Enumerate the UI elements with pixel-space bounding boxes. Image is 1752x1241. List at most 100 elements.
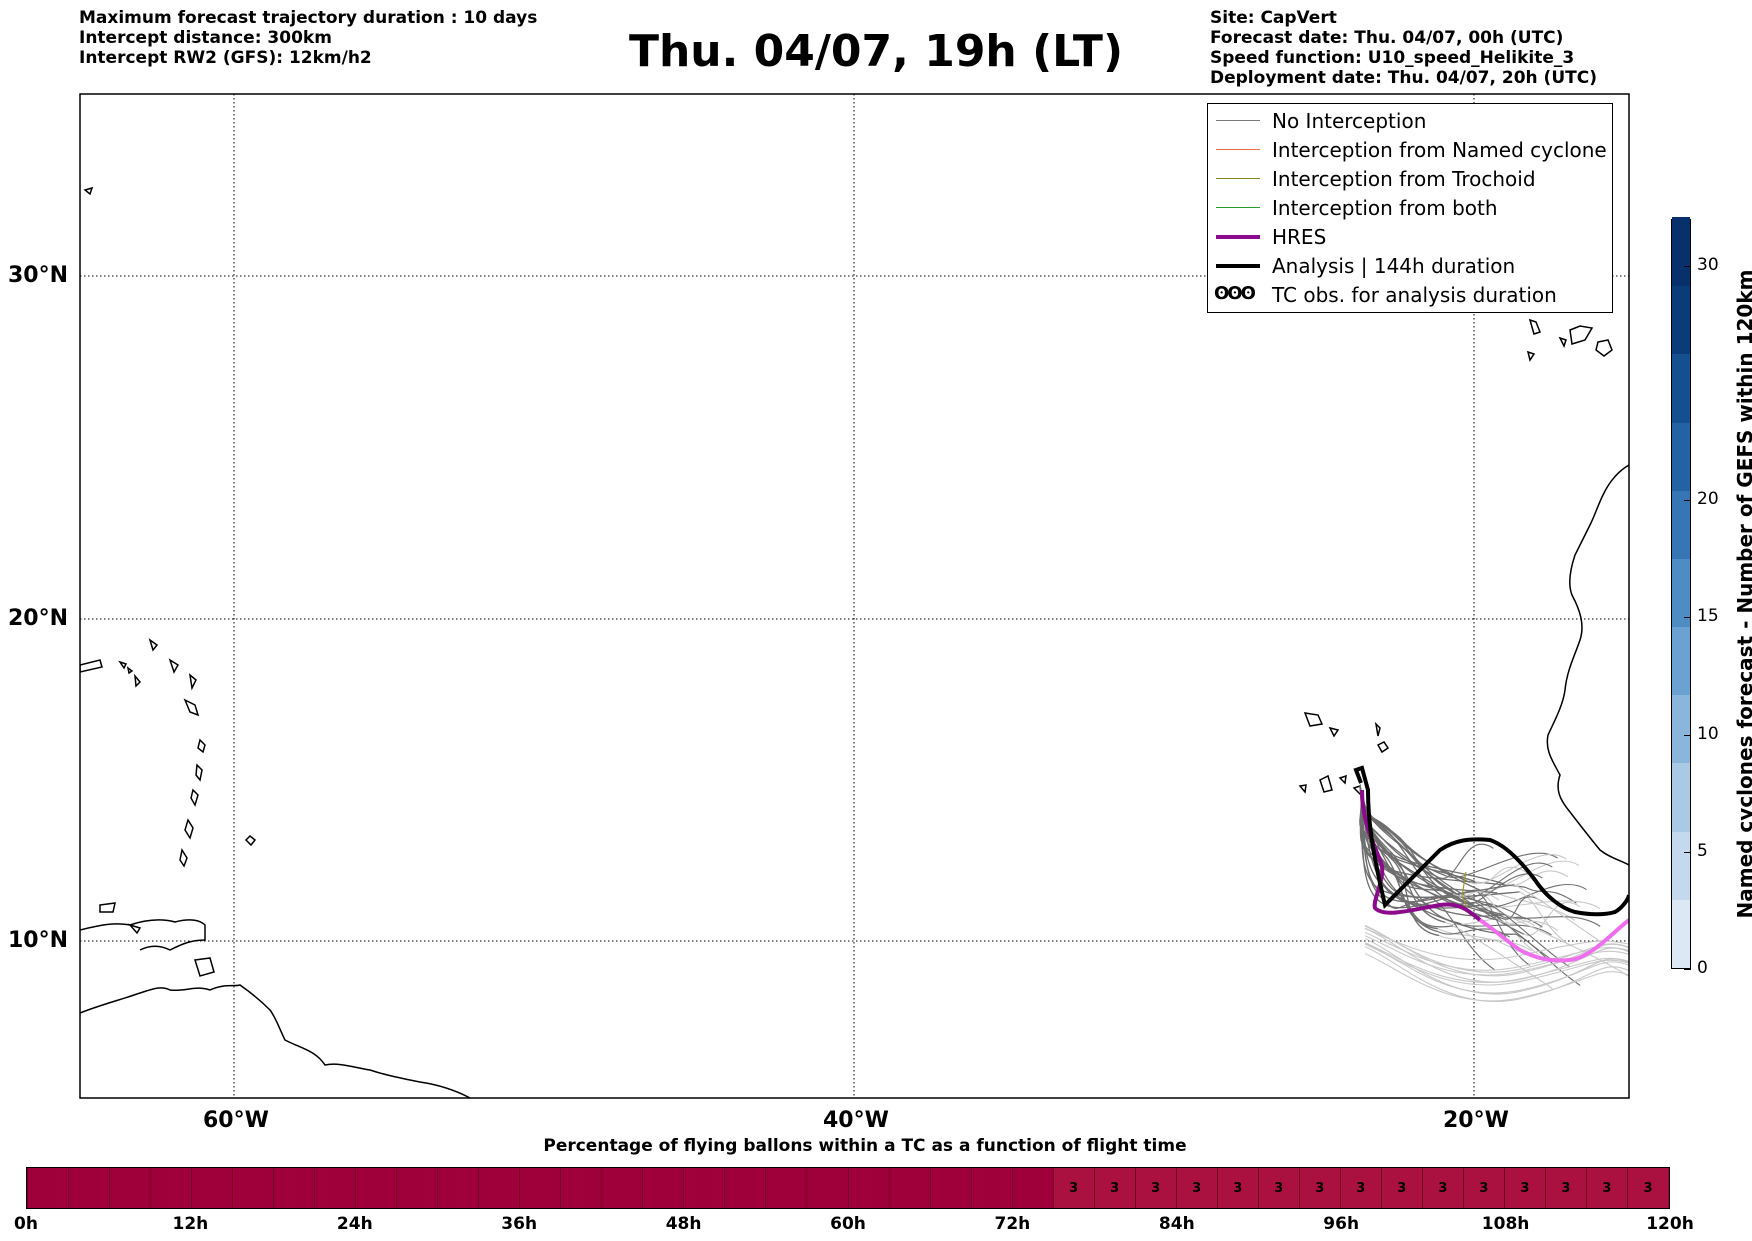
timebar-cell: [642, 1168, 683, 1208]
timebar-cell: [478, 1168, 519, 1208]
timebar-cell: 3: [1544, 1168, 1586, 1208]
colorbar-tick-label: 20: [1697, 489, 1719, 510]
legend-item-trochoid: Interception from Trochoid: [1208, 165, 1612, 194]
legend: No Interception Interception from Named …: [1207, 103, 1613, 313]
timebar-title: Percentage of flying ballons within a TC…: [543, 1136, 1187, 1156]
timebar-time-label: 36h: [501, 1214, 538, 1234]
timebar-time-label: 108h: [1481, 1214, 1530, 1234]
colorbar-segment: [1672, 489, 1690, 559]
venezuela-coast: [80, 919, 206, 951]
timebar-cell: 3: [1175, 1168, 1217, 1208]
timebar-cell: [314, 1168, 355, 1208]
timebar-cell: [970, 1168, 1012, 1208]
legend-line-no-interception: [1216, 120, 1260, 122]
timebar-cell: [929, 1168, 971, 1208]
puerto-rico-island: [80, 659, 103, 673]
ensemble-trajectory-tail: [1525, 886, 1577, 904]
timebar-cell: 3: [1626, 1168, 1668, 1208]
colorbar-segment: [1672, 626, 1690, 696]
colorbar-tick-mark: [1684, 617, 1691, 619]
intercept-rw2-text: Intercept RW2 (GFS): 12km/h2: [79, 48, 372, 68]
ensemble-trajectory-tail: [1430, 897, 1496, 971]
graticule: [80, 94, 1629, 1098]
ensemble-trajectory-tail: [1452, 891, 1500, 901]
ensemble-trajectory-tail: [1497, 914, 1543, 928]
tobago-islands: [99, 902, 142, 935]
ensemble-trajectory-late: [1364, 942, 1629, 994]
timebar-cell: 3: [1093, 1168, 1135, 1208]
intercept-distance-text: Intercept distance: 300km: [79, 28, 332, 48]
coastlines: [80, 186, 1629, 1098]
hres-trajectory-late: [1478, 918, 1629, 963]
colorbar-segment: [1672, 285, 1690, 355]
ensemble-trajectory: [1359, 784, 1431, 909]
timebar-cell: [27, 1168, 68, 1208]
timebar-time-label: 84h: [1158, 1214, 1195, 1234]
colorbar-tick-label: 0: [1697, 958, 1708, 978]
legend-item-tc-obs: ʘʘʘ TC obs. for analysis duration: [1214, 283, 1557, 307]
timebar-cell: [724, 1168, 765, 1208]
ensemble-trajectory-tail: [1515, 933, 1581, 986]
deployment-date-text: Deployment date: Thu. 04/07, 20h (UTC): [1210, 68, 1597, 88]
ensemble-trajectory-late: [1364, 953, 1629, 1002]
canary-islands: [1526, 318, 1613, 362]
timebar-cell: [273, 1168, 314, 1208]
ensemble-trajectory-late: [1364, 946, 1629, 1002]
timebar-cell-value: 3: [1438, 1181, 1448, 1196]
legend-item-no-interception: No Interception: [1208, 107, 1612, 136]
colorbar-label: Named cyclones forecast - Number of GEFS…: [1733, 269, 1752, 919]
timebar-time-label: 48h: [665, 1214, 702, 1234]
ensemble-trajectory-tail: [1519, 891, 1572, 947]
legend-line-both: [1216, 207, 1260, 209]
legend-item-analysis: Analysis | 144h duration: [1208, 252, 1612, 281]
ensemble-trajectory-late: [1364, 927, 1629, 983]
timebar-cell: [191, 1168, 232, 1208]
timebar-cell-value: 3: [1233, 1181, 1243, 1196]
colorbar-segment: [1672, 898, 1690, 968]
barbados-island: [244, 834, 257, 847]
lon-label-40w: 40°W: [823, 1108, 889, 1133]
timebar-cell-value: 3: [1397, 1181, 1407, 1196]
timebar-cell: [806, 1168, 847, 1208]
ensemble-trajectory-tail: [1500, 896, 1544, 920]
colorbar-segment: [1672, 762, 1690, 832]
legend-item-both: Interception from both: [1208, 194, 1612, 223]
colorbar: [1671, 217, 1691, 969]
ensemble-trajectory-tail: [1523, 902, 1581, 936]
timebar-time-label: 12h: [172, 1214, 209, 1234]
analysis-trajectory: [1353, 765, 1629, 917]
timebar-cell: 3: [1503, 1168, 1545, 1208]
ensemble-trajectory-tail: [1504, 913, 1629, 977]
timebar-cell-value: 3: [1643, 1181, 1653, 1196]
timebar-cell: [150, 1168, 191, 1208]
timebar-cell: [1011, 1168, 1053, 1208]
timebar-cell: [683, 1168, 724, 1208]
timebar-cell: [396, 1168, 437, 1208]
ensemble-trajectory-late: [1364, 938, 1629, 995]
tc-obs-symbol-icon: ʘʘʘ: [1214, 283, 1256, 304]
trinidad-island: [194, 957, 215, 977]
timebar-cell: 3: [1257, 1168, 1299, 1208]
colorbar-tick-mark: [1684, 265, 1691, 267]
timebar-cell: [232, 1168, 273, 1208]
timebar-cell: [68, 1168, 109, 1208]
ensemble-trajectory-tail: [1437, 928, 1510, 938]
forecast-date-text: Forecast date: Thu. 04/07, 00h (UTC): [1210, 28, 1564, 48]
lat-label-10n: 10°N: [8, 928, 69, 953]
timebar-cell: 3: [1421, 1168, 1463, 1208]
ensemble-trajectory-tail: [1462, 862, 1553, 900]
legend-item-hres: HRES: [1208, 223, 1612, 252]
colorbar-tick-label: 5: [1697, 840, 1708, 861]
timebar-cell: [355, 1168, 396, 1208]
ensemble-trajectory-tail: [1437, 843, 1494, 879]
timebar-cell: [765, 1168, 806, 1208]
map-frame: [79, 93, 1630, 1099]
legend-line-analysis: [1216, 264, 1260, 268]
virgin-islands: [118, 660, 134, 675]
ensemble-trajectory-late: [1364, 925, 1629, 973]
lat-label-30n: 30°N: [8, 263, 69, 288]
timebar-cell-value: 3: [1110, 1181, 1120, 1196]
timebar-cell: 3: [1585, 1168, 1627, 1208]
timebar-cell: 3: [1216, 1168, 1258, 1208]
colorbar-segment: [1672, 557, 1690, 628]
